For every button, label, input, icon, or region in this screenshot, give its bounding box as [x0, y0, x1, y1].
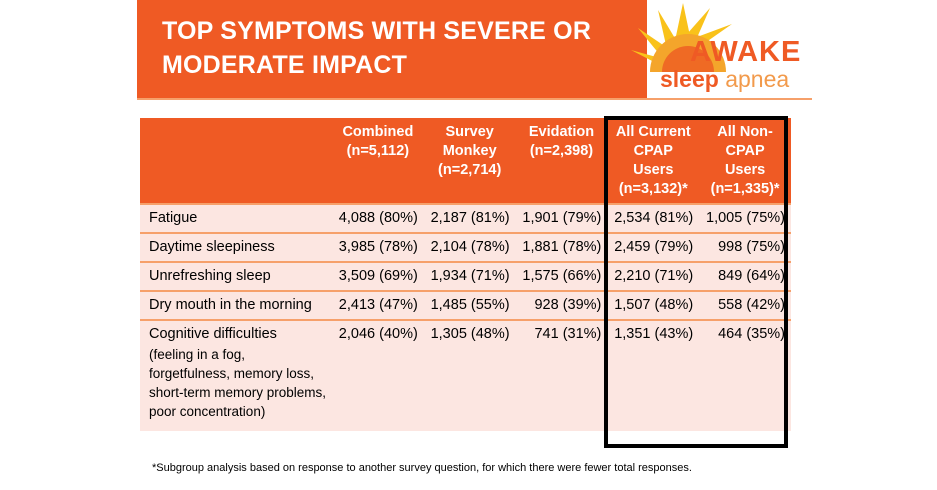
table-cell: 928 (39%) — [515, 290, 608, 320]
table-cell: 1,881 (78%) — [515, 232, 608, 262]
logo-word-apnea: apnea — [725, 66, 790, 92]
table-cell: 2,459 (79%) — [607, 232, 700, 262]
col-header-evidation: Evidation (n=2,398) — [515, 118, 608, 204]
table-cell: 1,507 (48%) — [607, 290, 700, 320]
table-cell: 998 (75%) — [699, 232, 791, 262]
table-cell: 849 (64%) — [699, 261, 791, 291]
table-header-row: Combined (n=5,112) Survey Monkey (n=2,714) … — [140, 118, 791, 204]
table-row: Daytime sleepiness 3,985 (78%) 2,104 (78… — [140, 232, 791, 262]
divider-line — [137, 98, 812, 100]
table-row: Dry mouth in the morning 2,413 (47%) 1,4… — [140, 290, 791, 320]
row-label: Dry mouth in the morning — [140, 290, 332, 320]
header-blank — [140, 118, 332, 204]
row-sublabel: (feeling in a fog, forgetfulness, memory… — [149, 347, 327, 419]
table-cell: 4,088 (80%) — [332, 203, 424, 233]
table-row: Fatigue 4,088 (80%) 2,187 (81%) 1,901 (7… — [140, 203, 791, 233]
row-label-cell: Cognitive difficulties (feeling in a fog… — [140, 319, 332, 431]
table-cell: 1,934 (71%) — [423, 261, 516, 291]
table-row: Unrefreshing sleep 3,509 (69%) 1,934 (71… — [140, 261, 791, 291]
col-header-combined: Combined (n=5,112) — [332, 118, 424, 204]
table-cell: 558 (42%) — [699, 290, 791, 320]
title-line-1: TOP SYMPTOMS WITH SEVERE OR — [162, 17, 592, 45]
table-cell: 741 (31%) — [515, 319, 608, 431]
table-cell: 1,351 (43%) — [607, 319, 700, 431]
table-cell: 1,305 (48%) — [423, 319, 516, 431]
row-label: Fatigue — [140, 203, 332, 233]
cpap-highlight-box — [604, 116, 788, 448]
row-label: Daytime sleepiness — [140, 232, 332, 262]
table-cell: 1,005 (75%) — [699, 203, 791, 233]
row-label: Cognitive difficulties — [149, 326, 277, 342]
table-cell: 1,485 (55%) — [423, 290, 516, 320]
sun-icon — [631, 3, 732, 72]
table-cell: 2,046 (40%) — [332, 319, 424, 431]
table-cell: 2,210 (71%) — [607, 261, 700, 291]
logo-word-sleep: sleep — [660, 66, 719, 92]
row-label: Unrefreshing sleep — [140, 261, 332, 291]
table-cell: 1,575 (66%) — [515, 261, 608, 291]
footnote: *Subgroup analysis based on response to … — [152, 462, 692, 474]
table-cell: 3,509 (69%) — [332, 261, 424, 291]
table-cell: 464 (35%) — [699, 319, 791, 431]
logo-word-awake: AWAKE — [690, 36, 802, 68]
table-cell: 2,534 (81%) — [607, 203, 700, 233]
symptoms-table: Combined (n=5,112) Survey Monkey (n=2,714) … — [140, 118, 791, 431]
awake-logo — [628, 0, 808, 98]
table-row: Cognitive difficulties (feeling in a fog… — [140, 319, 791, 431]
table-cell: 2,104 (78%) — [423, 232, 516, 262]
col-header-cpap-users: All Current CPAP Users (n=3,132)* — [607, 118, 700, 204]
title-line-2: MODERATE IMPACT — [162, 51, 408, 79]
table-cell: 2,413 (47%) — [332, 290, 424, 320]
col-header-survey-monkey: Survey Monkey (n=2,714) — [423, 118, 516, 204]
title-banner — [137, 0, 647, 98]
table-cell: 3,985 (78%) — [332, 232, 424, 262]
table-cell: 2,187 (81%) — [423, 203, 516, 233]
logo-tagline: sleep apnea — [660, 66, 789, 93]
page-title: TOP SYMPTOMS WITH SEVERE OR MODERATE IMP… — [162, 14, 591, 82]
col-header-non-cpap-users: All Non- CPAP Users (n=1,335)* — [699, 118, 791, 204]
table-cell: 1,901 (79%) — [515, 203, 608, 233]
